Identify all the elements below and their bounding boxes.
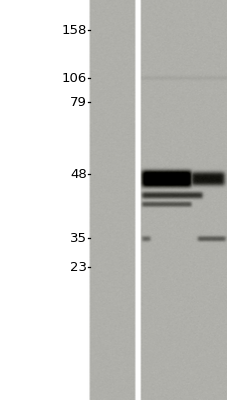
Text: 158: 158 [61, 24, 86, 36]
Text: 106: 106 [61, 72, 86, 84]
Text: 48: 48 [70, 168, 86, 180]
Text: 35: 35 [69, 232, 86, 244]
Text: 23: 23 [69, 261, 86, 274]
Text: 79: 79 [69, 96, 86, 108]
